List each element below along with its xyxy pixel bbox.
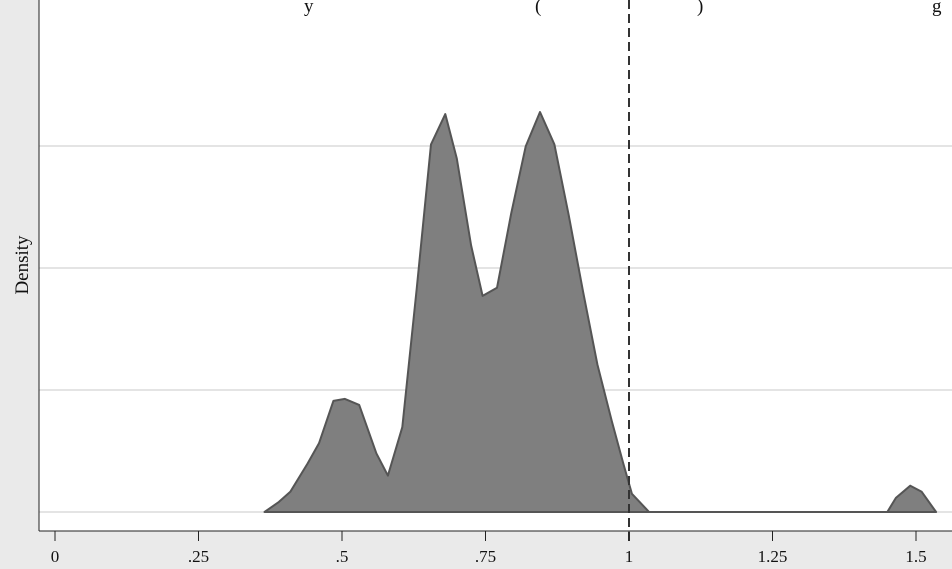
x-tick-label: 1.5 <box>905 547 926 566</box>
x-tick-label: 0 <box>51 547 60 566</box>
x-tick-label: 1 <box>625 547 634 566</box>
x-axis-ticks: 0 .25 .5 .75 1 1.25 1.5 <box>51 531 927 566</box>
title-fragment-end: g <box>932 0 942 17</box>
x-tick-label: .25 <box>188 547 209 566</box>
title-fragment-mid: ( <box>535 0 541 17</box>
title-fragment-left: y <box>304 0 314 17</box>
y-axis-title: Density <box>12 235 33 295</box>
x-tick-label: 1.25 <box>758 547 788 566</box>
title-fragment-right: ) <box>697 0 703 17</box>
x-tick-label: .5 <box>336 547 349 566</box>
x-tick-label: .75 <box>475 547 496 566</box>
